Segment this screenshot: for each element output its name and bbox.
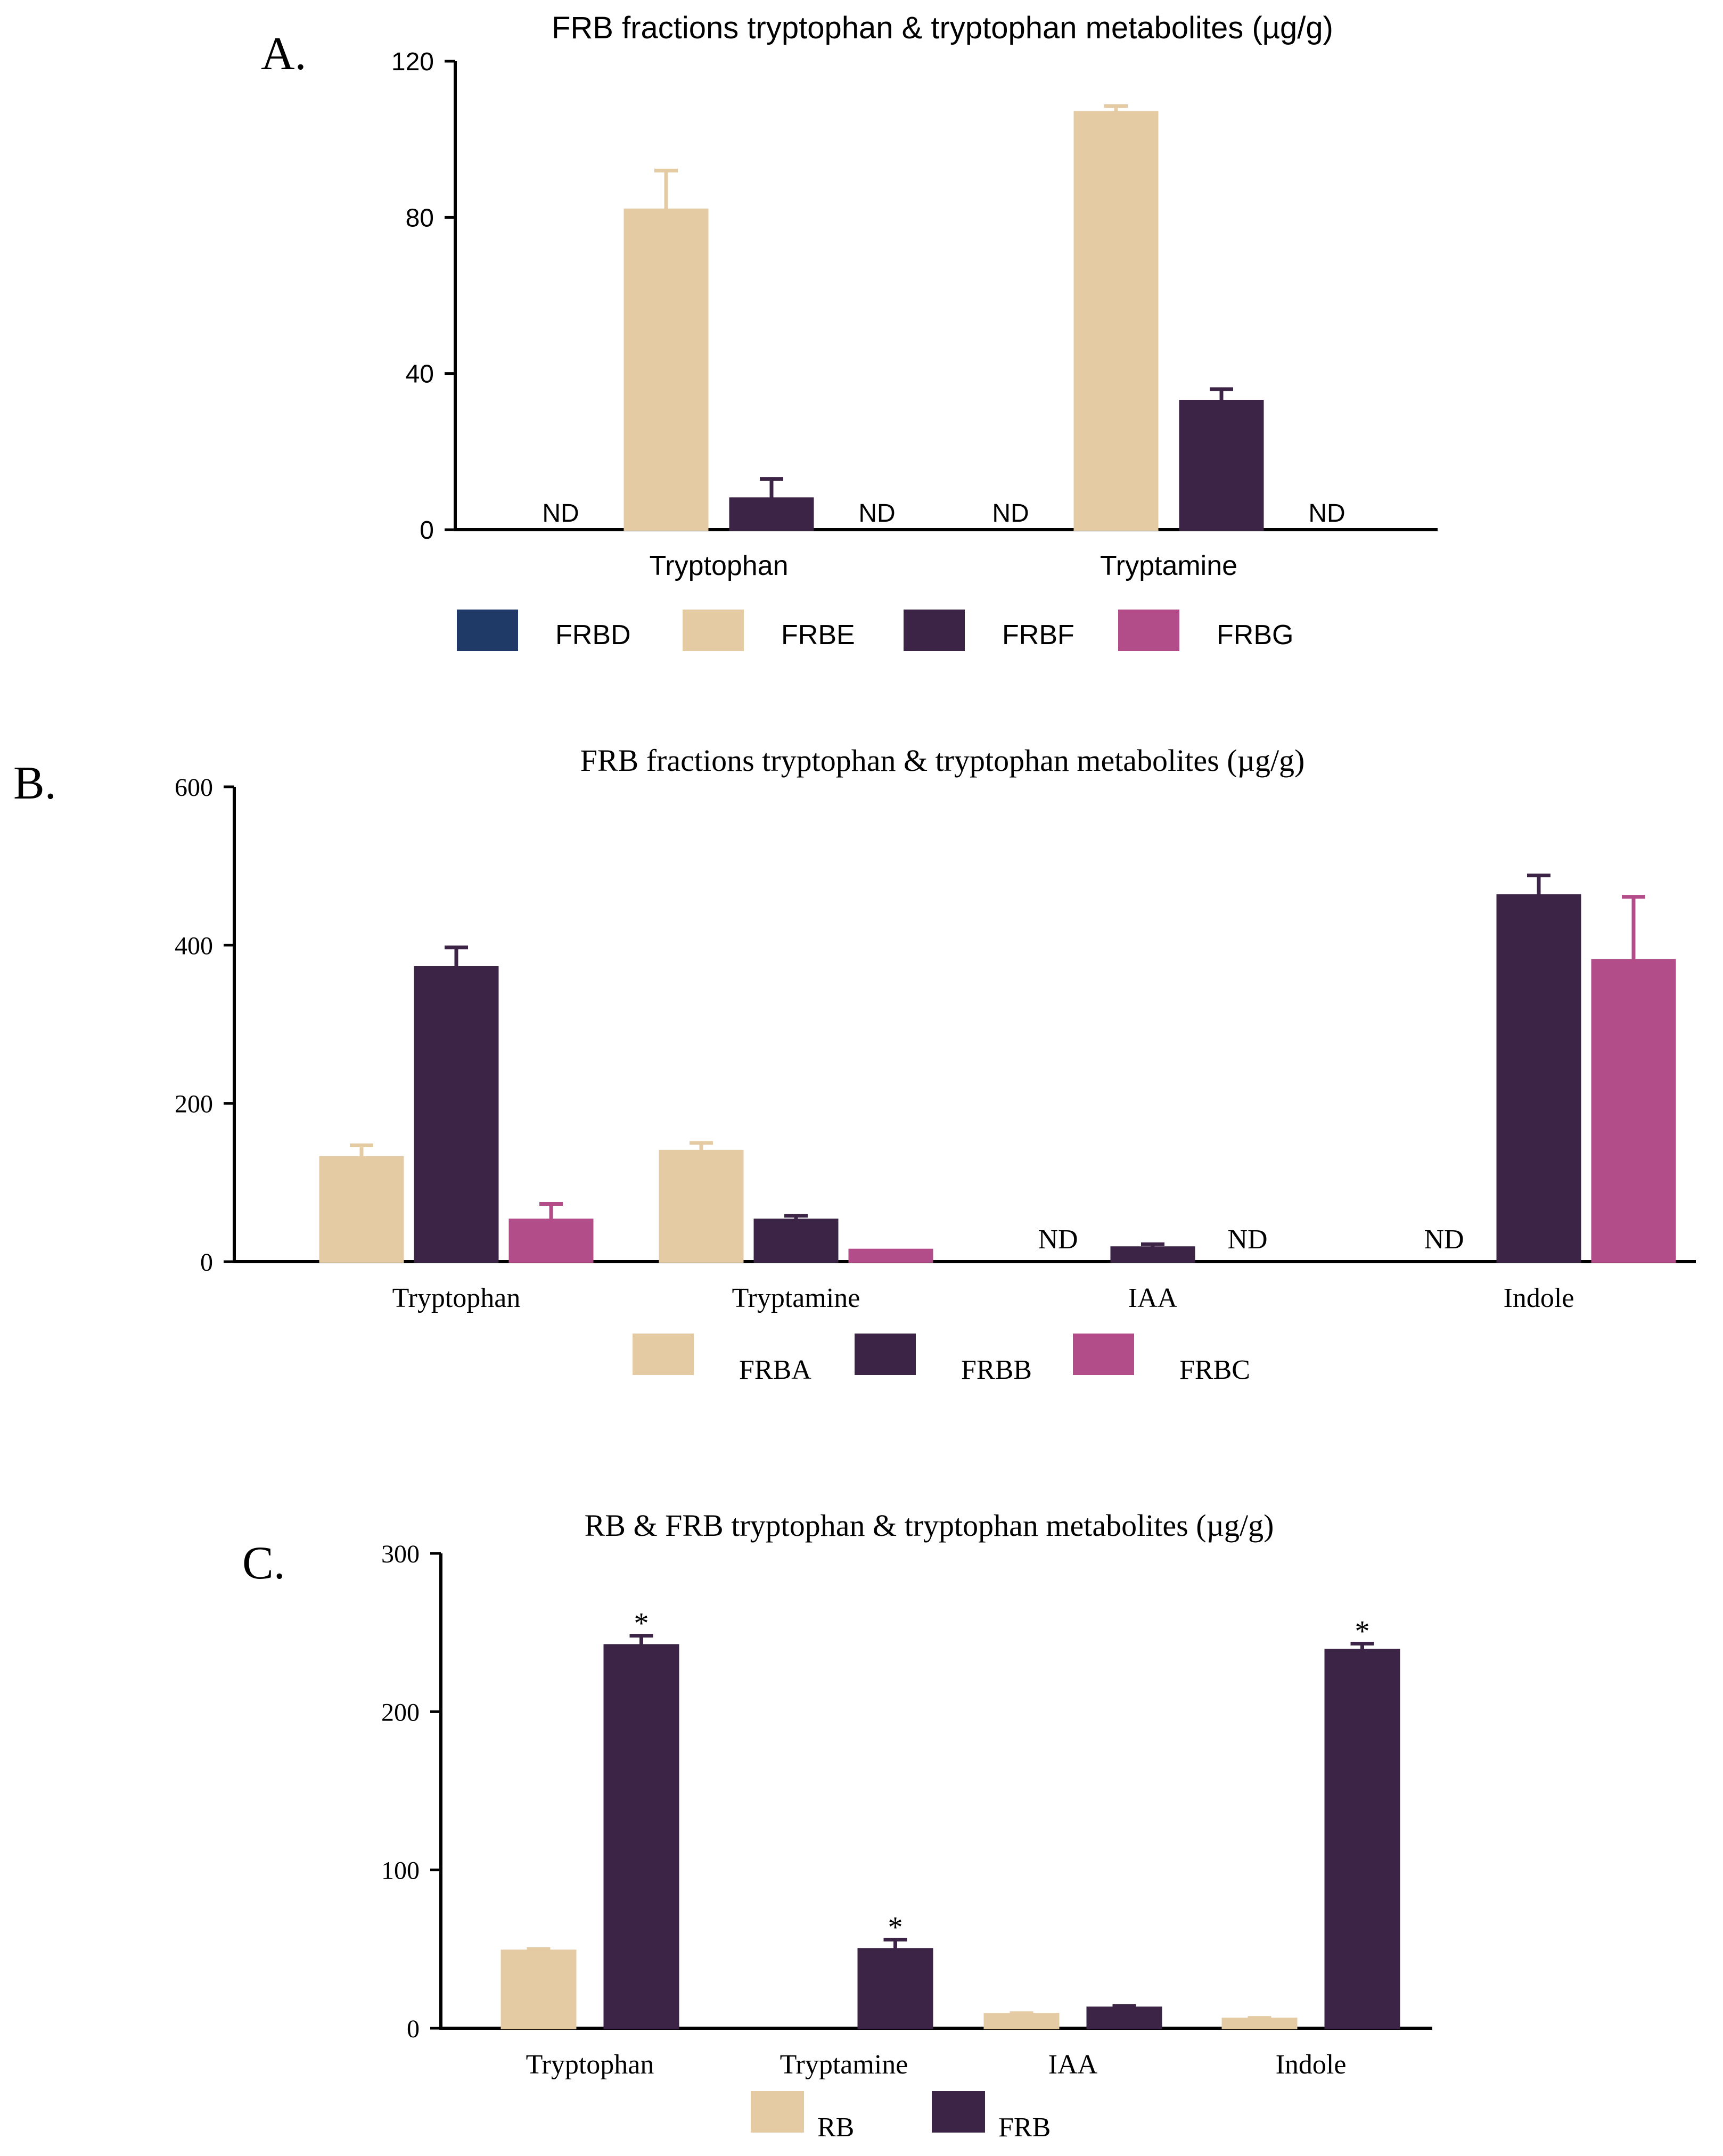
bar	[1221, 2018, 1298, 2029]
not-detected-label: ND	[992, 499, 1029, 528]
panel-c-chart: C. RB & FRB tryptophan & tryptophan metab…	[242, 1508, 1432, 2143]
bar	[1179, 400, 1264, 531]
y-tick-label: 0	[420, 516, 434, 545]
legend-label: FRBB	[961, 1355, 1032, 1385]
bar	[1324, 1649, 1400, 2029]
legend-label: FRBC	[1179, 1355, 1250, 1385]
y-tick-label: 80	[406, 204, 434, 232]
legend-swatch	[751, 2091, 804, 2133]
not-detected-label: ND	[1038, 1224, 1078, 1255]
legend-swatch	[855, 1334, 916, 1375]
not-detected-label: ND	[542, 499, 579, 528]
legend-label: FRBF	[1002, 620, 1074, 651]
bar	[319, 1156, 404, 1263]
chart-title: FRB fractions tryptophan & tryptophan me…	[552, 11, 1333, 45]
bar	[857, 1948, 933, 2029]
y-tick-label: 0	[407, 2015, 420, 2043]
x-tick-label: IAA	[1048, 2050, 1098, 2080]
legend-label: FRB	[998, 2112, 1051, 2143]
not-detected-label: ND	[858, 499, 895, 528]
legend-label: FRBA	[739, 1355, 811, 1385]
bar	[659, 1149, 744, 1263]
x-tick-label: Tryptamine	[732, 1283, 860, 1313]
panel-label: A.	[261, 28, 307, 80]
legend-label: FRBG	[1217, 620, 1293, 651]
y-tick-label: 100	[381, 1857, 420, 1885]
significance-marker: *	[888, 1911, 903, 1944]
y-tick-label: 0	[200, 1248, 213, 1277]
y-tick-label: 300	[381, 1540, 420, 1568]
y-tick-label: 40	[406, 360, 434, 389]
not-detected-label: ND	[1424, 1224, 1464, 1255]
legend-label: FRBE	[781, 620, 855, 651]
panel-b-chart: B. FRB fractions tryptophan & tryptophan …	[13, 743, 1696, 1385]
significance-marker: *	[1355, 1615, 1370, 1648]
significance-marker: *	[634, 1607, 649, 1640]
bar	[1073, 111, 1159, 531]
panel-a-chart: A. FRB fractions tryptophan & tryptophan …	[261, 11, 1438, 651]
x-tick-label: Tryptophan	[526, 2050, 654, 2080]
x-tick-label: Tryptophan	[392, 1283, 521, 1313]
panel-label: B.	[13, 758, 56, 809]
x-tick-label: Tryptophan	[649, 550, 788, 581]
legend-swatch	[904, 610, 965, 651]
y-tick-label: 200	[175, 1090, 213, 1118]
bar	[1110, 1246, 1195, 1263]
legend-swatch	[457, 610, 518, 651]
x-tick-label: Indole	[1504, 1283, 1574, 1313]
chart-title: FRB fractions tryptophan & tryptophan me…	[580, 743, 1305, 778]
bar	[729, 497, 814, 531]
bar	[414, 966, 499, 1263]
bar	[508, 1219, 594, 1263]
chart-title: RB & FRB tryptophan & tryptophan metabol…	[585, 1508, 1274, 1543]
legend-swatch	[1118, 610, 1179, 651]
y-tick-label: 120	[391, 48, 434, 76]
x-tick-label: Indole	[1276, 2050, 1347, 2080]
y-tick-label: 400	[175, 932, 213, 960]
legend-swatch	[1073, 1334, 1134, 1375]
bar	[501, 1949, 577, 2029]
legend-swatch	[683, 610, 744, 651]
not-detected-label: ND	[1308, 499, 1345, 528]
bar	[1591, 959, 1676, 1263]
bar	[848, 1248, 933, 1263]
legend-swatch	[932, 2091, 985, 2133]
x-tick-label: Tryptamine	[1100, 550, 1237, 581]
legend-label: RB	[817, 2112, 854, 2143]
bar	[753, 1219, 839, 1263]
not-detected-label: ND	[1227, 1224, 1267, 1255]
legend-swatch	[633, 1334, 694, 1375]
bar	[983, 2013, 1060, 2029]
x-tick-label: Tryptamine	[780, 2050, 908, 2080]
bar	[623, 208, 709, 531]
bar	[1496, 894, 1581, 1263]
bar	[1086, 2006, 1162, 2030]
legend-label: FRBD	[555, 620, 631, 651]
y-tick-label: 600	[175, 773, 213, 802]
y-tick-label: 200	[381, 1698, 420, 1726]
bar	[603, 1644, 679, 2030]
x-tick-label: IAA	[1128, 1283, 1178, 1313]
panel-label: C.	[242, 1537, 285, 1589]
